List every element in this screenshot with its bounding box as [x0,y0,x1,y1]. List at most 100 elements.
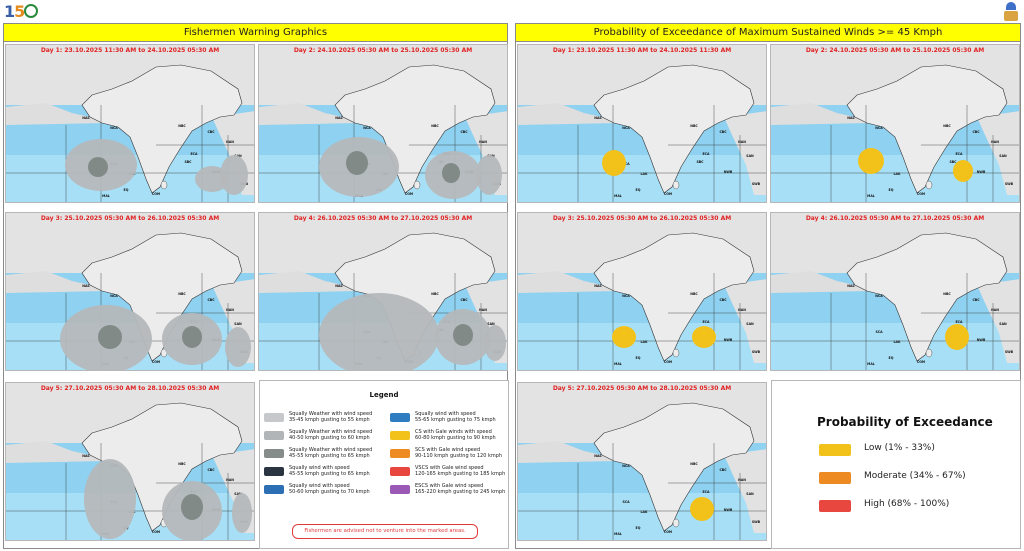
sea-area-label: NWB [724,338,733,342]
legend-swatch [264,431,284,440]
sea-area-label: COM [917,360,925,364]
sea-area-label: NWB [977,338,986,342]
sea-area-label: CBC [719,130,727,134]
warning-zone [442,163,460,183]
day-5-label: Day 5: 27.10.2025 05:30 AM to 28.10.2025… [40,385,220,392]
sea-area-label: EQ [889,188,894,192]
sea-area-label: CBC [460,130,468,134]
sea-area-label: LAK [894,340,901,344]
sri-lanka [925,348,933,358]
sea-area-label: EQ [889,356,894,360]
sea-area-label: SAN [746,322,754,326]
warning-zone [88,157,108,177]
probability-map-svg: NCASCANASECALAKCOMMALNBCSBCCBCNWBSWBNANS… [518,45,766,202]
sea-area-label: SAN [999,154,1007,158]
india-landmass [81,232,243,362]
warning-zone [225,327,251,367]
india-landmass [593,402,755,532]
warning-map-day-5[interactable]: NCASCANASECALAKCOMMALNBCSBCCBCNWBSWBNANS… [5,382,255,541]
day-2-label: Day 2: 24.10.2025 05:30 AM to 25.10.2025… [293,47,473,54]
india-landmass [846,64,1008,194]
probability-map-day-5[interactable]: NCASCANASECALAKCOMMALNBCSBCCBCNWBSWBNANS… [517,382,767,541]
warning-map-day-1[interactable]: NCASCANASECALAKCOMMALNBCSBCCBCNWBSWBNANS… [5,44,255,203]
sea-area-label: COM [917,192,925,196]
probability-map-svg: NCASCANASECALAKCOMMALNBCSBCCBCNWBSWBNANS… [518,213,766,370]
sea-area-label: SBC [949,160,957,164]
sea-area-label: EQ [636,188,641,192]
warning-zone [232,493,252,533]
probability-map-day-2[interactable]: NCASCANASECALAKCOMMALNBCSBCCBCNWBSWBNANS… [770,44,1020,203]
sea-area-label: NWB [977,170,986,174]
sea-area-label: NAN [738,478,746,482]
legend-item: VSCS with Gale wind speed 120-165 kmph gu… [390,465,510,479]
warning-map-day-3[interactable]: NCASCANASECALAKCOMMALNBCSBCCBCNWBSWBNANS… [5,212,255,371]
sea-area-label: COM [664,360,672,364]
legend-label-detail: 45-55 kmph gusting to 65 kmph [289,453,370,459]
sea-area-label: NAN [991,308,999,312]
prob-day-2-label: Day 2: 24.10.2025 05:30 AM to 25.10.2025… [805,47,985,54]
probability-map-day-1[interactable]: NCA SCA NAS ECA LAK COM MAL NBC SBC CBC NWB SWB NAN S… [517,44,767,203]
imd-150-logo: 15 [4,2,44,22]
sea-area-label: NBC [431,292,439,296]
sea-area-label: NWB [724,170,733,174]
legend-label: Squally Weather with wind speed [289,447,373,453]
arabia-land [771,271,871,293]
sea-area-label: MAL [867,194,875,198]
probability-zone [602,150,626,176]
sea-area-label: COM [152,360,160,364]
sea-area-label: NAS [847,116,855,120]
sri-lanka [672,180,680,190]
sea-area-label: SWB [1005,182,1014,186]
arabia-land [518,271,618,293]
myanmar-land [977,279,1019,363]
ocean-deep [771,323,1019,370]
legend-label-detail: 120-165 kmph gusting to 185 kmph [415,471,506,477]
warning-map-day-2[interactable]: NCASCANASECALAKCOMMALNBCSBCCBCNWBSWBNANS… [258,44,508,203]
ocean-deep [518,493,766,540]
sea-area-label: SBC [696,160,704,164]
sea-area-label: COM [152,192,160,196]
myanmar-land [724,279,766,363]
sea-area-label: NCA [363,126,371,130]
legend-label-detail: 40-50 kmph gusting to 60 kmph [289,435,370,441]
sea-area-label: CBC [207,468,215,472]
sea-area-label: NAN [479,140,487,144]
sea-area-label: NAS [82,454,90,458]
arabia-land [259,103,359,125]
sea-area-label: NCA [875,294,883,298]
legend-swatch [264,449,284,458]
warning-map-day-4[interactable]: NCASCANASECALAKCOMMALNBCSBCCBCNWBSWBNANS… [258,212,508,371]
sea-area-label: NBC [178,462,186,466]
legend-swatch [264,413,284,422]
fishermen-warning-panel: Fishermen Warning Graphics NCASCANASECAL… [3,23,510,549]
probability-zone [858,148,884,174]
moderate-swatch [819,472,851,484]
sri-lanka [160,180,168,190]
sea-area-label: NAS [335,116,343,120]
probability-map-day-3[interactable]: NCASCANASECALAKCOMMALNBCSBCCBCNWBSWBNANS… [517,212,767,371]
legend-label: Squally wind with speed [415,411,476,417]
panel-title-left: Fishermen Warning Graphics [4,24,507,42]
legend-label: Squally Weather with wind speed [289,411,373,417]
sea-area-label: NBC [943,292,951,296]
sea-area-label: ECA [956,320,964,324]
arabia-land [518,441,618,463]
sea-area-label: LAK [641,340,648,344]
sea-area-label: NWB [724,508,733,512]
sea-area-label: ECA [956,152,964,156]
probability-zone [692,326,716,348]
probability-map-day-4[interactable]: NCASCANASECALAKCOMMALNBCSBCCBCNWBSWBNANS… [770,212,1020,371]
sea-area-label: ECA [703,490,711,494]
legend-item: Squally Weather with wind speed 40-50 kmp… [264,429,384,443]
sea-area-label: NAS [594,284,602,288]
sea-area-label: SCA [875,330,883,334]
probability-legend: Probability of Exceedance Low (1% - 33%)… [771,380,1021,549]
sea-area-label: NAN [738,308,746,312]
warning-zone [182,326,202,348]
india-landmass [846,232,1008,362]
sea-area-label: ECA [703,152,711,156]
arabia-land [518,103,618,125]
warning-zone [220,155,248,195]
probability-zone [945,324,969,350]
